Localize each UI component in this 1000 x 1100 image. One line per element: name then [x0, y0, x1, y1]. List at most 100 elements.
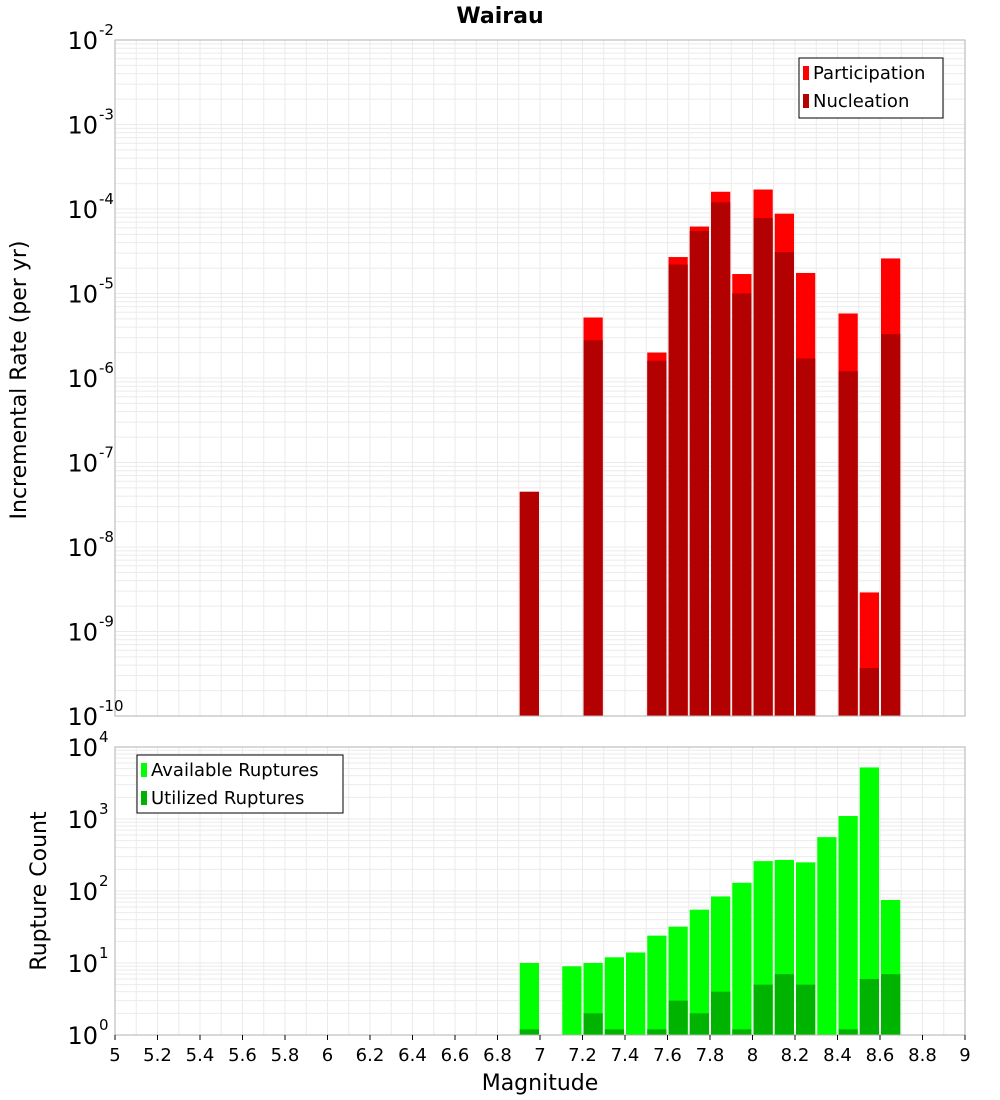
- utilized-rupture-bar: [604, 1029, 624, 1035]
- x-tick-label: 6.6: [441, 1045, 470, 1066]
- y-tick-exponent: 2: [99, 872, 109, 890]
- utilized-rupture-bar: [774, 974, 794, 1035]
- x-tick-label: 8: [747, 1045, 758, 1066]
- nucleation-bar: [647, 360, 667, 716]
- nucleation-bar: [881, 334, 901, 716]
- count-bars: [519, 767, 901, 1035]
- utilized-rupture-bar: [859, 978, 879, 1035]
- y-tick-exponent: -9: [99, 613, 114, 631]
- y-tick-base: 10: [67, 27, 98, 55]
- utilized-rupture-bar: [519, 1029, 539, 1035]
- nucleation-bar: [519, 491, 539, 716]
- x-tick-label: 7.8: [696, 1045, 725, 1066]
- y-tick-base: 10: [67, 450, 98, 478]
- nucleation-bar: [711, 202, 731, 716]
- rate-bars: [519, 189, 901, 717]
- available-rupture-bar: [626, 952, 646, 1035]
- y-tick-exponent: -7: [99, 444, 114, 462]
- x-tick-label: 8.4: [823, 1045, 852, 1066]
- x-tick-label: 8.2: [781, 1045, 810, 1066]
- x-tick-label: 7.6: [653, 1045, 682, 1066]
- x-tick-label: 6.4: [398, 1045, 427, 1066]
- legend-label-utilized: Utilized Ruptures: [151, 788, 304, 809]
- x-tick-label: 7: [534, 1045, 545, 1066]
- x-tick-label: 5.4: [186, 1045, 215, 1066]
- y-tick-exponent: -10: [99, 697, 124, 715]
- count-legend-box: [136, 754, 344, 814]
- y-tick-exponent: 1: [99, 944, 109, 962]
- utilized-rupture-bar: [796, 984, 816, 1035]
- y-tick-base: 10: [67, 365, 98, 393]
- y-tick-base: 10: [67, 196, 98, 224]
- x-tick-label: 5.8: [271, 1045, 300, 1066]
- legend-label-nucleation: Nucleation: [813, 91, 909, 112]
- x-axis-label: Magnitude: [482, 1071, 599, 1096]
- y-tick-exponent: 3: [99, 800, 109, 818]
- rate-plot-frame: [114, 39, 966, 717]
- y-tick-exponent: -8: [99, 528, 114, 546]
- legend-swatch-utilized: [141, 791, 147, 805]
- available-rupture-bar: [817, 837, 837, 1035]
- nucleation-bar: [859, 667, 879, 716]
- chart-title: Wairau: [456, 4, 543, 29]
- x-tick-label: 6: [322, 1045, 333, 1066]
- rate-y-axis-label: Incremental Rate (per yr): [7, 241, 32, 520]
- nucleation-bar: [668, 264, 688, 716]
- y-tick-base: 10: [67, 112, 98, 140]
- nucleation-bar: [583, 340, 603, 716]
- y-tick-base: 10: [67, 734, 98, 762]
- y-tick-exponent: -3: [99, 106, 114, 124]
- rate-legend-box: [798, 57, 944, 119]
- x-tick-label: 6.8: [483, 1045, 512, 1066]
- nucleation-bar: [689, 230, 709, 717]
- available-rupture-bar: [859, 767, 879, 1035]
- y-tick-exponent: 4: [99, 728, 109, 746]
- y-tick-exponent: -2: [99, 21, 114, 39]
- y-tick-base: 10: [67, 878, 98, 906]
- y-tick-base: 10: [67, 950, 98, 978]
- legend-swatch-participation: [803, 66, 809, 80]
- rate-legend: Participation Nucleation: [798, 57, 944, 119]
- utilized-rupture-bar: [711, 991, 731, 1035]
- legend-swatch-available: [141, 763, 147, 777]
- y-tick-exponent: -6: [99, 359, 114, 377]
- nucleation-bar: [774, 251, 794, 717]
- legend-label-available: Available Ruptures: [151, 760, 319, 781]
- x-tick-label: 8.6: [866, 1045, 895, 1066]
- utilized-rupture-bar: [647, 1029, 667, 1035]
- available-rupture-bar: [732, 882, 752, 1035]
- x-tick-label: 5.2: [143, 1045, 172, 1066]
- y-tick-exponent: -5: [99, 275, 114, 293]
- x-tick-label: 9: [959, 1045, 970, 1066]
- y-tick-base: 10: [67, 806, 98, 834]
- utilized-rupture-bar: [753, 984, 773, 1035]
- x-tick-label: 5.6: [228, 1045, 257, 1066]
- available-rupture-bar: [562, 966, 582, 1035]
- count-y-axis-label: Rupture Count: [27, 811, 52, 971]
- nucleation-bar: [753, 218, 773, 716]
- y-tick-base: 10: [67, 534, 98, 562]
- x-tick-label: 5: [109, 1045, 120, 1066]
- x-tick-label: 6.2: [356, 1045, 385, 1066]
- available-rupture-bar: [604, 957, 624, 1035]
- nucleation-bar: [796, 358, 816, 716]
- magnitude-x-ticks: 5 5.2 5.4 5.6 5.8 6 6.2 6.4 6.6 6.8 7 7.2 7.4 7.6 7.8 8…: [109, 1035, 971, 1066]
- count-legend: Available Ruptures Utilized Ruptures: [136, 754, 344, 814]
- utilized-rupture-bar: [689, 1013, 709, 1035]
- available-rupture-bar: [689, 909, 709, 1035]
- legend-label-participation: Participation: [813, 63, 925, 84]
- x-tick-label: 8.8: [908, 1045, 937, 1066]
- available-rupture-bar: [519, 963, 539, 1035]
- utilized-rupture-bar: [838, 1029, 858, 1035]
- y-tick-base: 10: [67, 1022, 98, 1050]
- x-tick-label: 7.2: [568, 1045, 597, 1066]
- y-tick-base: 10: [67, 281, 98, 309]
- nucleation-bar: [838, 371, 858, 716]
- y-tick-exponent: 0: [99, 1016, 109, 1034]
